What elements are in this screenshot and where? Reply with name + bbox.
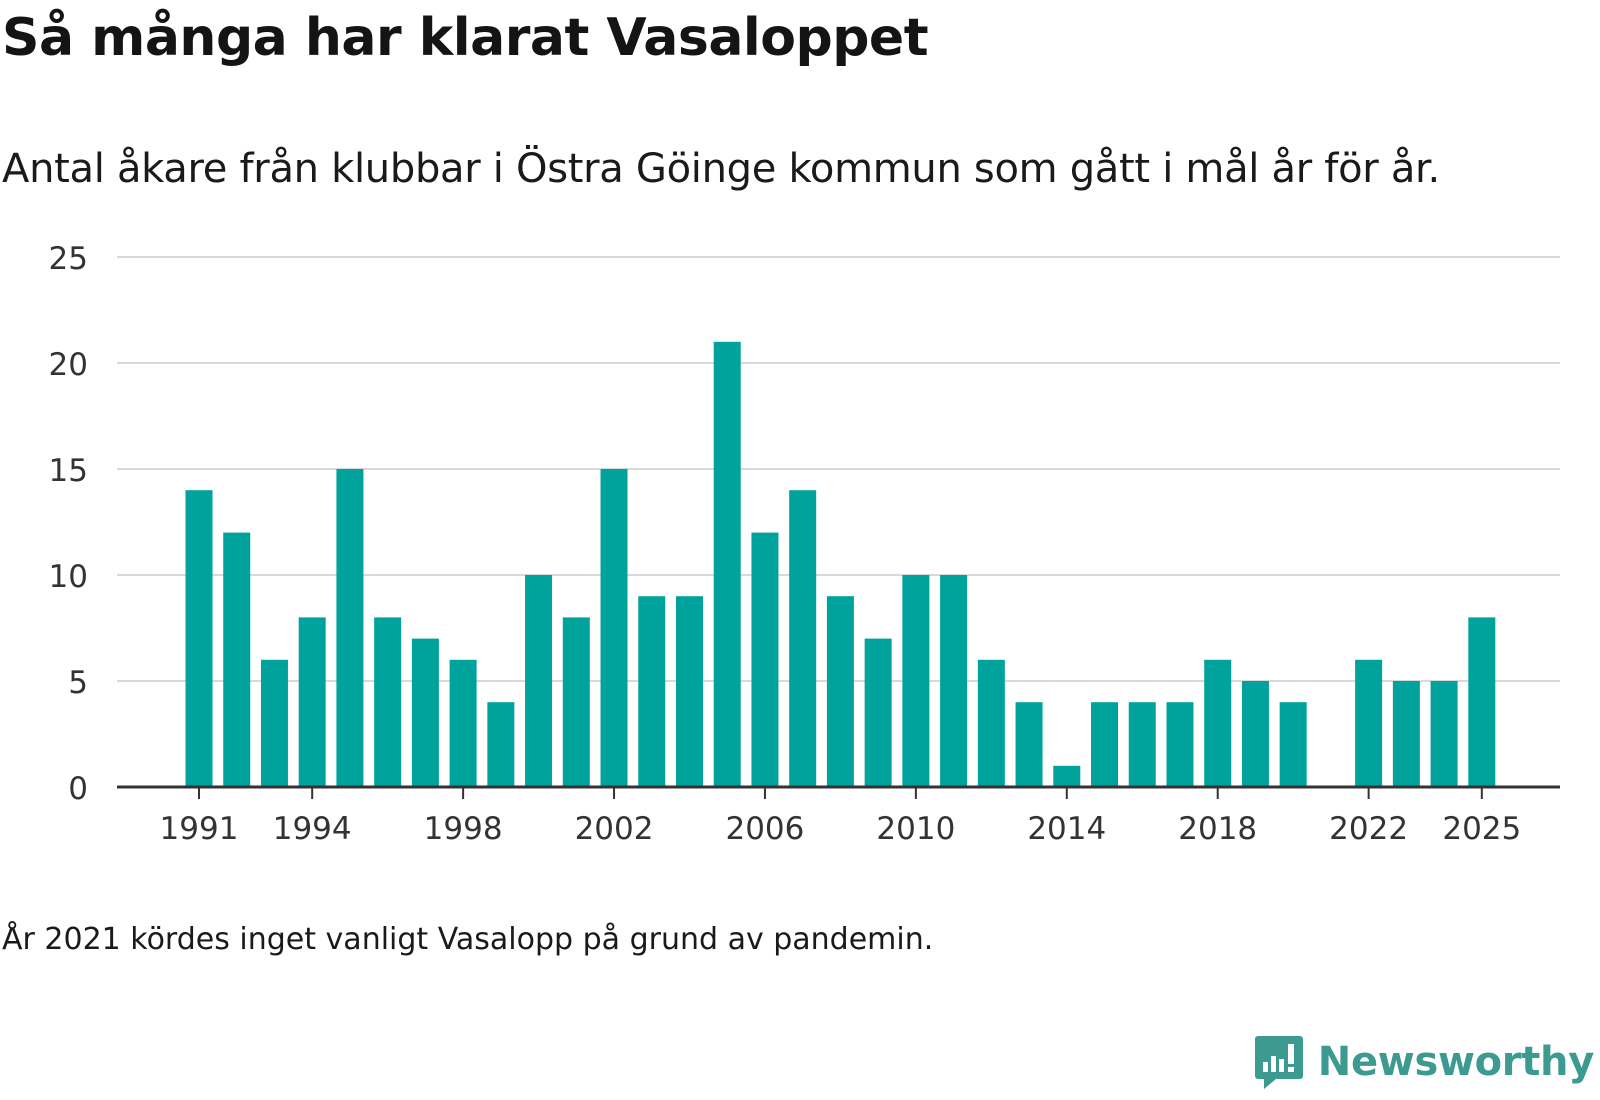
bar-1992 (223, 532, 251, 787)
x-tick-label: 1994 (273, 811, 352, 847)
bar-2018 (1204, 659, 1232, 787)
bar-1997 (411, 638, 439, 787)
bar-2010 (902, 575, 930, 787)
bar-2017 (1166, 702, 1194, 787)
bar-1996 (374, 617, 402, 787)
bar-2013 (1015, 702, 1043, 787)
brand-logo: Newsworthy (1254, 1034, 1594, 1090)
x-tick-label: 2002 (575, 811, 654, 847)
x-tick-label: 2006 (725, 811, 804, 847)
x-tick-label: 2010 (876, 811, 955, 847)
footnote: År 2021 kördes inget vanligt Vasalopp på… (2, 922, 934, 957)
brand-name: Newsworthy (1317, 1039, 1595, 1085)
x-tick-label: 2018 (1178, 811, 1257, 847)
bar-2011 (940, 575, 968, 787)
bar-2001 (562, 617, 590, 787)
bar-2002 (600, 469, 628, 787)
x-tick-label: 2025 (1442, 811, 1521, 847)
bar-2005 (713, 341, 741, 787)
y-tick-label: 15 (49, 453, 88, 489)
bar-1993 (260, 659, 288, 787)
bars (185, 341, 1496, 787)
x-tick-label: 1998 (424, 811, 503, 847)
bar-2025 (1468, 617, 1496, 787)
bar-2009 (864, 638, 892, 787)
chart-title: Så många har klarat Vasaloppet (2, 8, 929, 68)
bar-2006 (751, 532, 779, 787)
y-tick-label: 5 (68, 665, 88, 701)
bar-2000 (525, 575, 553, 787)
x-tick-label: 1991 (160, 811, 239, 847)
newsworthy-icon (1254, 1036, 1303, 1089)
chart-subtitle: Antal åkare från klubbar i Östra Göinge … (2, 146, 1440, 192)
bar-2012 (977, 659, 1005, 787)
bar-2014 (1053, 765, 1081, 787)
bar-1995 (336, 469, 364, 787)
bar-2008 (826, 596, 854, 787)
bar-2024 (1430, 681, 1458, 787)
bar-2004 (675, 596, 703, 787)
x-axis (117, 785, 1560, 799)
y-tick-label: 10 (49, 559, 88, 595)
bar-2019 (1241, 681, 1269, 787)
x-tick-label: 2022 (1329, 811, 1408, 847)
bar-1998 (449, 659, 477, 787)
bar-2023 (1392, 681, 1420, 787)
bar-2007 (789, 490, 817, 787)
y-tick-label: 25 (49, 241, 88, 277)
y-tick-label: 20 (49, 347, 88, 383)
bar-1994 (298, 617, 326, 787)
x-tick-label: 2014 (1027, 811, 1106, 847)
bar-2022 (1355, 659, 1383, 787)
bar-2015 (1091, 702, 1119, 787)
bar-2016 (1128, 702, 1156, 787)
bar-1991 (185, 490, 213, 787)
bar-2020 (1279, 702, 1307, 787)
bar-1999 (487, 702, 515, 787)
bar-2003 (638, 596, 666, 787)
y-tick-label: 0 (68, 771, 88, 807)
